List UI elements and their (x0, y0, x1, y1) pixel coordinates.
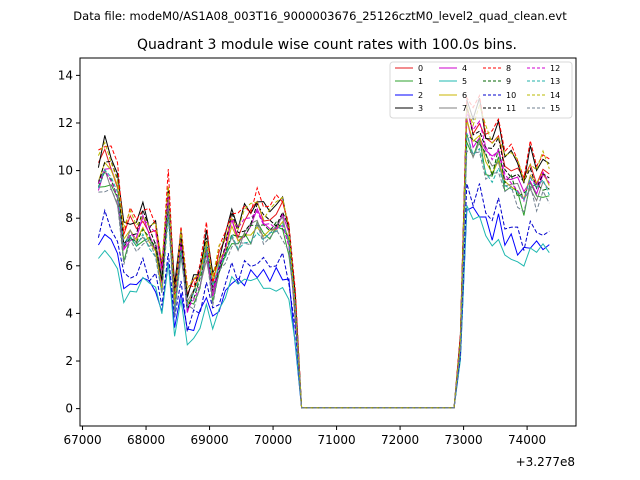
y-tick-label: 14 (58, 68, 73, 82)
series-line-0 (97, 104, 550, 409)
legend-label-8: 8 (506, 64, 511, 73)
x-tick-label: 71000 (317, 433, 355, 447)
legend-label-10: 10 (506, 91, 516, 100)
x-tick-label: 72000 (381, 433, 419, 447)
series-line-14 (97, 103, 550, 409)
series-line-15 (98, 150, 550, 409)
series-layer (97, 93, 550, 409)
plot-frame (79, 57, 577, 427)
x-tick-label: 73000 (444, 433, 482, 447)
series-line-9 (97, 133, 550, 409)
x-offset-label: +3.277e8 (516, 455, 575, 469)
chart-title: Quadrant 3 module wise count rates with … (137, 37, 517, 53)
legend-label-4: 4 (462, 64, 467, 73)
axes: 67000 68000 69000 70000 71000 72000 73000 74000… (58, 68, 546, 447)
series-line-10 (97, 183, 550, 409)
y-tick-label: 12 (58, 116, 73, 130)
y-tick-label: 2 (65, 354, 73, 368)
series-line-12 (97, 111, 550, 409)
x-tick-label: 70000 (254, 433, 292, 447)
legend-label-12: 12 (550, 64, 560, 73)
legend-box (389, 61, 573, 119)
series-line-8 (98, 93, 550, 409)
series-line-6 (97, 119, 550, 409)
legend-label-6: 6 (462, 91, 467, 100)
series-line-11 (97, 105, 550, 409)
suptitle: Data file: modeM0/AS1A08_003T16_90000036… (73, 9, 567, 23)
x-tick-label: 69000 (190, 433, 228, 447)
legend-label-1: 1 (418, 77, 423, 86)
y-tick-label: 4 (65, 306, 73, 320)
legend-label-15: 15 (550, 104, 560, 113)
legend-label-13: 13 (550, 77, 560, 86)
legend-label-7: 7 (462, 104, 467, 113)
legend-label-3: 3 (418, 104, 423, 113)
series-line-13 (97, 133, 550, 409)
y-tick-label: 0 (65, 402, 73, 416)
legend-label-2: 2 (418, 91, 423, 100)
x-tick-label: 67000 (63, 433, 101, 447)
legend-label-9: 9 (506, 77, 511, 86)
legend-label-14: 14 (550, 91, 560, 100)
legend-label-0: 0 (418, 64, 423, 73)
y-tick-label: 10 (58, 164, 73, 178)
legend-label-11: 11 (506, 104, 516, 113)
x-tick-label: 74000 (508, 433, 546, 447)
series-line-5 (98, 205, 550, 409)
y-tick-label: 6 (65, 259, 73, 273)
y-tick-label: 8 (65, 211, 73, 225)
series-line-1 (98, 137, 550, 409)
x-tick-label: 68000 (127, 433, 165, 447)
legend-label-5: 5 (462, 77, 467, 86)
